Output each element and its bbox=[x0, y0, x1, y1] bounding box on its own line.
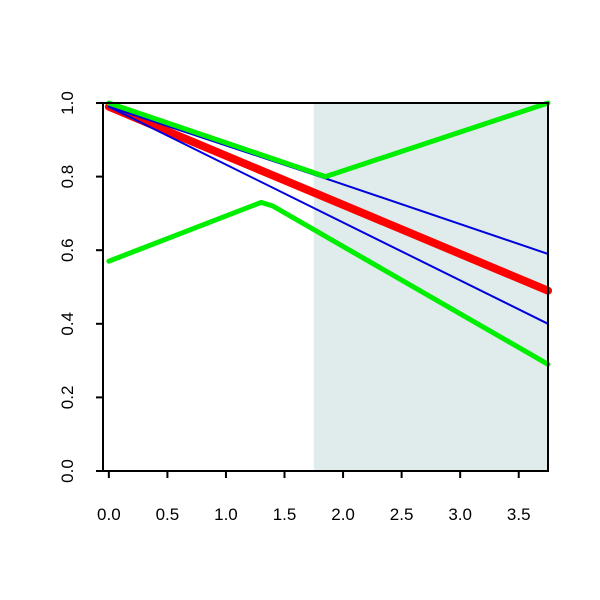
shaded-region-layer bbox=[313, 103, 548, 471]
series-layer bbox=[104, 100, 552, 367]
x-tick-label: 2.0 bbox=[331, 505, 355, 524]
x-tick-label: 1.5 bbox=[273, 505, 297, 524]
x-tick-label: 0.0 bbox=[97, 505, 121, 524]
y-tick-label: 0.6 bbox=[58, 238, 77, 262]
x-tick-label: 3.5 bbox=[507, 505, 531, 524]
shaded-region bbox=[313, 103, 548, 471]
x-tick-label: 1.0 bbox=[214, 505, 238, 524]
series-line-4 bbox=[106, 100, 551, 180]
y-tick-label: 0.2 bbox=[58, 386, 77, 410]
series-line-2 bbox=[107, 105, 549, 325]
y-tick-label: 0.8 bbox=[58, 165, 77, 189]
x-tick-label: 2.5 bbox=[390, 505, 414, 524]
x-tick-label: 0.5 bbox=[156, 505, 180, 524]
x-tick-label: 3.0 bbox=[448, 505, 472, 524]
y-tick-label: 1.0 bbox=[58, 91, 77, 115]
plot-border bbox=[102, 102, 549, 472]
y-tick-label: 0.0 bbox=[58, 459, 77, 483]
axes-layer: 0.0 0.5 1.0 1.5 2.0 2.5 3.0 3.5 0.0 0.2 0.4 0.6 0.8 1… bbox=[58, 91, 549, 524]
y-tick-label: 0.4 bbox=[58, 312, 77, 336]
series-line-1 bbox=[104, 102, 552, 295]
series-line-5 bbox=[106, 199, 551, 367]
